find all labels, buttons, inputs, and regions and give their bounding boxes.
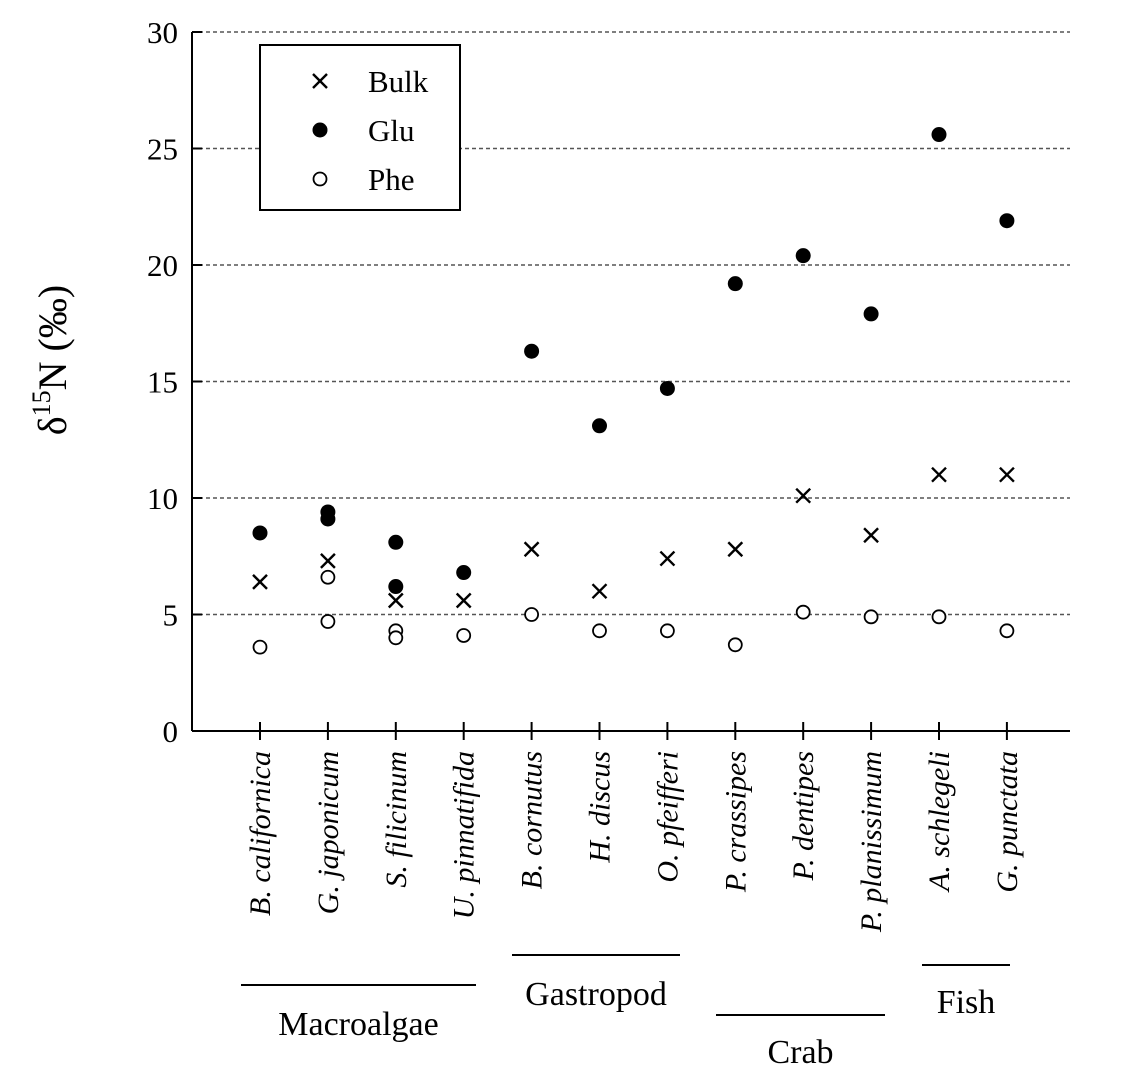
category-label: S. filicinum xyxy=(380,751,413,888)
phe-point xyxy=(252,639,268,655)
glu-point xyxy=(659,380,675,396)
glu-point xyxy=(388,534,404,550)
category-label: P. planissimum xyxy=(855,751,888,933)
legend: Bulk Glu Phe xyxy=(259,44,461,211)
phe-point xyxy=(999,623,1015,639)
category-label: P. dentipes xyxy=(787,751,820,881)
y-tick-label: 20 xyxy=(147,248,178,283)
phe-point xyxy=(388,630,404,646)
bulk-point xyxy=(591,583,608,600)
phe-point xyxy=(320,614,336,629)
y-axis-label: δ15N (‰) xyxy=(27,285,75,435)
group-label: Gastropod xyxy=(525,976,667,1013)
bulk-point xyxy=(795,487,812,504)
glu-point xyxy=(456,565,472,581)
bulk-point xyxy=(727,541,744,558)
phe-point xyxy=(795,604,811,620)
group-label: Fish xyxy=(937,984,996,1021)
bulk-point xyxy=(523,541,540,558)
glu-point xyxy=(524,343,540,359)
category-label: B. cornutus xyxy=(516,751,549,889)
glu-point xyxy=(999,213,1015,229)
legend-box xyxy=(259,44,461,211)
glu-point xyxy=(388,579,404,595)
y-ticks: 0 5 10 15 20 25 30 xyxy=(147,15,202,749)
bulk-point xyxy=(455,592,472,609)
y-tick-label: 25 xyxy=(147,132,178,167)
y-tick-label: 5 xyxy=(163,598,179,633)
glu-point xyxy=(931,127,947,143)
data-points xyxy=(252,127,1015,655)
glu-point xyxy=(795,248,811,264)
glu-point xyxy=(863,306,879,322)
y-tick-label: 30 xyxy=(147,15,178,50)
phe-point xyxy=(320,569,336,585)
y-tick-label: 0 xyxy=(163,714,179,749)
phe-point xyxy=(660,623,675,639)
legend-label: Bulk xyxy=(368,64,429,99)
y-axis-label-base: δ xyxy=(30,416,75,435)
glu-point xyxy=(320,511,336,527)
bulk-point xyxy=(931,466,947,483)
bulk-point xyxy=(999,466,1015,483)
gridlines xyxy=(192,31,1070,616)
bulk-point xyxy=(320,553,336,569)
bulk-point xyxy=(659,550,676,567)
category-label: G. japonicum xyxy=(312,751,345,914)
phe-point xyxy=(727,637,743,653)
y-axis-label-rest: N (‰) xyxy=(30,285,75,391)
category-label: P. crassipes xyxy=(719,751,752,893)
group-label: Crab xyxy=(767,1034,833,1071)
category-label: O. pfeifferi xyxy=(651,751,684,883)
category-label: H. discus xyxy=(584,751,617,864)
category-labels: B. californica G. japonicum S. filicinum U.… xyxy=(244,722,1024,933)
bulk-point xyxy=(863,527,879,544)
y-tick-label: 10 xyxy=(147,481,178,516)
category-label: B. californica xyxy=(244,751,277,916)
group-label: Macroalgae xyxy=(278,1006,438,1043)
glu-point xyxy=(252,525,268,541)
legend-marker-phe xyxy=(312,171,328,187)
legend-label: Phe xyxy=(368,162,415,197)
glu-point xyxy=(727,276,743,292)
bulk-point xyxy=(387,592,404,609)
category-label: A. schlegeli xyxy=(923,751,956,893)
phe-point xyxy=(456,628,472,643)
phe-point xyxy=(524,607,539,622)
category-label: G. punctata xyxy=(991,751,1024,893)
phe-point xyxy=(931,609,947,625)
category-label: U. pinnatifida xyxy=(448,751,481,919)
legend-marker-glu xyxy=(312,122,328,138)
y-axis-label-superscript: 15 xyxy=(27,390,56,416)
y-tick-label: 15 xyxy=(147,365,178,400)
group-labels: Macroalgae Gastropod Crab Fish xyxy=(241,954,1010,1071)
phe-point xyxy=(592,623,607,639)
glu-point xyxy=(592,418,607,434)
legend-marker-bulk xyxy=(312,73,328,89)
legend-label: Glu xyxy=(368,113,415,148)
bulk-point xyxy=(252,574,268,590)
phe-point xyxy=(863,609,879,625)
